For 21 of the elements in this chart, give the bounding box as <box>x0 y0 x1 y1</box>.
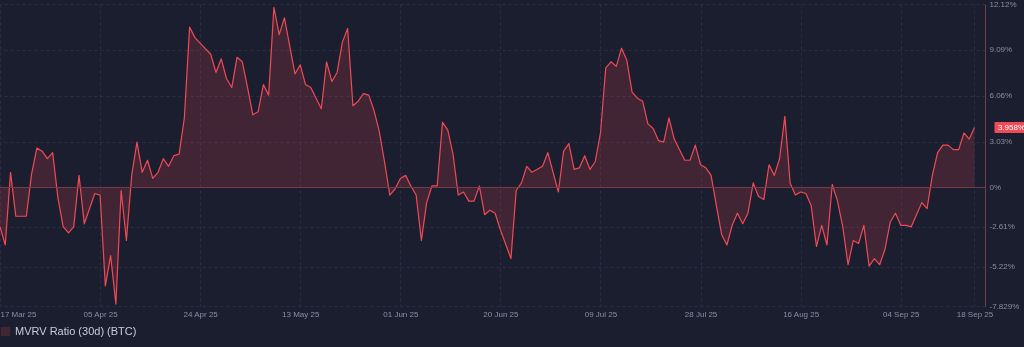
x-tick-label: 16 Aug 25 <box>783 309 820 319</box>
x-tick-label: 24 Apr 25 <box>183 309 219 319</box>
x-tick-label: 20 Jun 25 <box>483 309 520 319</box>
x-tick-label: 18 Sep 25 <box>956 309 994 319</box>
y-tick-label: 3.03% <box>989 137 1013 147</box>
x-tick-label: 13 May 25 <box>282 309 320 319</box>
y-tick-label: -5.22% <box>989 262 1015 271</box>
y-tick-label: -7.829% <box>989 301 1020 311</box>
y-tick-label: 9.09% <box>989 45 1013 55</box>
y-tick-label: 6.06% <box>989 91 1013 101</box>
y-tick-label: 12.12% <box>989 0 1017 9</box>
x-tick-label: 01 Jun 25 <box>383 309 419 319</box>
x-tick-label: 28 Jul 25 <box>684 309 718 319</box>
y-tick-label: -2.61% <box>989 222 1015 232</box>
x-tick-label: 09 Jul 25 <box>584 309 618 319</box>
x-tick-label: 17 Mar 25 <box>0 309 38 319</box>
x-tick-label: 05 Apr 25 <box>83 309 119 319</box>
x-tick-label: 04 Sep 25 <box>882 309 921 319</box>
annotation: 3.958% <box>997 122 1024 132</box>
legend-label: MVRV Ratio (30d) (BTC) <box>15 324 137 337</box>
y-tick-label: 0% <box>989 182 1002 192</box>
